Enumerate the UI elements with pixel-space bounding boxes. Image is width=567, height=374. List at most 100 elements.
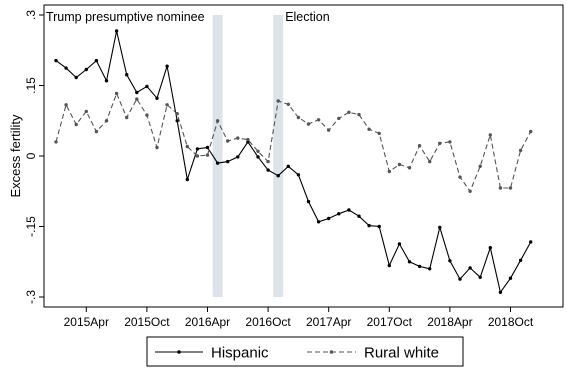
y-tick-label: .15	[24, 77, 38, 94]
data-point	[84, 109, 89, 114]
data-point	[114, 29, 119, 33]
annotation-1: Trump presumptive nominee	[46, 10, 205, 24]
x-tick-label: 2015Oct	[124, 315, 170, 329]
data-point	[215, 119, 220, 123]
data-point	[64, 103, 68, 107]
data-point	[84, 67, 89, 72]
data-point	[387, 169, 391, 174]
data-point	[316, 118, 321, 122]
data-point	[54, 58, 58, 63]
data-point	[518, 258, 523, 262]
event-bands	[212, 15, 284, 297]
data-point	[438, 141, 442, 145]
data-point	[367, 127, 371, 131]
data-point	[94, 129, 99, 134]
data-point	[215, 161, 220, 165]
data-point	[135, 90, 139, 95]
data-point	[508, 276, 513, 280]
data-point	[306, 199, 311, 204]
event-band-1	[212, 15, 223, 297]
data-point	[226, 159, 230, 164]
series-line	[55, 30, 532, 294]
data-point	[135, 97, 139, 101]
data-point	[246, 137, 250, 142]
data-point	[276, 174, 280, 178]
data-point	[367, 223, 371, 228]
data-point	[357, 112, 361, 117]
data-point	[458, 175, 462, 179]
data-point	[256, 155, 260, 159]
data-point	[114, 91, 119, 96]
data-point	[347, 208, 351, 212]
data-point	[175, 112, 179, 116]
y-axis-title: Excess fertility	[8, 114, 23, 198]
data-point	[327, 216, 331, 221]
data-point	[458, 277, 462, 281]
y-tick-label: -.3	[24, 290, 38, 304]
x-tick-label: 2016Apr	[185, 315, 230, 329]
data-point	[468, 189, 472, 193]
data-point	[508, 186, 513, 190]
data-point	[205, 153, 210, 157]
data-point	[327, 128, 331, 132]
data-point	[195, 154, 200, 158]
data-point	[236, 155, 240, 159]
data-point	[529, 240, 533, 244]
annotations: Trump presumptive nominee Election	[46, 10, 330, 24]
data-point	[306, 122, 311, 126]
data-point	[286, 164, 290, 168]
data-point	[347, 110, 351, 115]
data-point	[407, 260, 412, 264]
axes: .3 .15 0 -.15 -.3 2015Apr 2015Oct 2016Apr 2016Oc…	[8, 4, 564, 329]
legend-swatch-marker	[329, 350, 334, 354]
data-point	[74, 122, 78, 127]
data-point	[296, 115, 301, 120]
data-point	[185, 177, 189, 182]
data-point	[296, 173, 301, 177]
data-point	[145, 113, 149, 117]
data-point	[478, 275, 482, 279]
legend: Hispanic Rural white	[146, 336, 464, 367]
data-point	[286, 102, 290, 107]
y-tick-label: -.15	[24, 216, 38, 237]
data-point	[165, 103, 169, 107]
data-point	[185, 144, 189, 149]
data-point	[125, 73, 129, 77]
data-point	[428, 267, 432, 271]
data-point	[397, 162, 402, 167]
data-point	[357, 214, 361, 218]
data-point	[417, 264, 422, 269]
data-point	[407, 166, 412, 170]
data-point	[377, 224, 381, 229]
data-point	[428, 159, 432, 164]
data-point	[195, 147, 200, 151]
data-point	[256, 149, 260, 153]
data-point	[236, 136, 240, 140]
data-point	[226, 139, 230, 143]
annotation-2: Election	[285, 10, 330, 24]
data-point	[145, 84, 149, 89]
data-point	[74, 75, 78, 80]
data-point	[94, 58, 99, 63]
data-point	[276, 99, 280, 103]
data-point	[377, 131, 381, 136]
event-band-2	[273, 15, 284, 297]
data-point	[155, 145, 159, 150]
data-point	[125, 115, 129, 120]
y-tick-label: 0	[24, 152, 38, 159]
data-point	[104, 119, 109, 123]
data-point	[498, 186, 503, 190]
data-point	[266, 159, 270, 164]
data-point	[266, 168, 270, 172]
data-point	[529, 129, 533, 134]
data-point	[478, 164, 482, 168]
data-point	[417, 144, 422, 148]
legend-label: Hispanic	[211, 345, 269, 362]
y-tick-label: .3	[24, 10, 38, 20]
data-point	[104, 79, 109, 83]
x-tick-label: 2017Oct	[367, 315, 413, 329]
data-point	[438, 225, 442, 230]
data-point	[337, 116, 341, 121]
data-point	[498, 290, 503, 294]
